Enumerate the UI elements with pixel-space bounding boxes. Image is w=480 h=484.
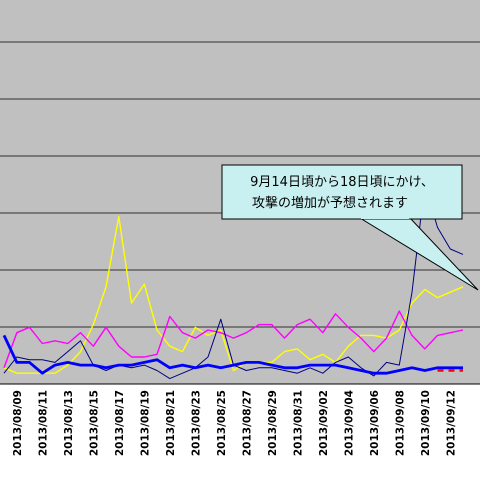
series-lines	[2, 183, 464, 380]
x-tick-label: 2013/09/08	[394, 390, 406, 456]
x-tick-label: 2013/09/12	[445, 390, 457, 456]
x-tick-label: 2013/08/17	[114, 390, 126, 456]
x-tick-label: 2013/08/09	[12, 390, 24, 456]
x-tick-label: 2013/08/13	[63, 390, 75, 456]
x-tick-label: 2013/08/29	[267, 390, 279, 456]
x-tick-label: 2013/09/10	[420, 390, 432, 456]
x-tick-label: 2013/08/11	[37, 390, 49, 456]
callout-box	[221, 164, 463, 220]
series-line-2	[3, 310, 464, 369]
x-tick-label: 2013/08/23	[190, 390, 202, 456]
series-line-4	[2, 334, 463, 375]
x-tick-label: 2013/08/25	[216, 390, 228, 456]
x-tick-label: 2013/08/21	[165, 390, 177, 456]
x-tick-label: 2013/09/04	[343, 390, 355, 456]
x-tick-label: 2013/09/02	[318, 390, 330, 456]
x-tick-labels: 2013/08/09 2013/08/11 2013/08/13 2013/08/15…	[12, 390, 458, 456]
callout-text-line1: 9月14日頃から18日頃にかけ、	[250, 175, 434, 190]
x-tick-label: 2013/08/19	[139, 390, 151, 456]
x-tick-label: 2013/09/06	[369, 390, 381, 456]
x-tick-label: 2013/08/31	[292, 390, 304, 456]
x-tick-label: 2013/08/15	[88, 390, 100, 456]
callout-text-line2: 攻撃の増加が予想されます	[252, 195, 408, 211]
x-tick-label: 2013/08/27	[241, 390, 253, 456]
callout-pointer-mask	[361, 216, 409, 219]
annotation-callout: 9月14日頃から18日頃にかけ、 攻撃の増加が予想されます	[221, 164, 479, 291]
